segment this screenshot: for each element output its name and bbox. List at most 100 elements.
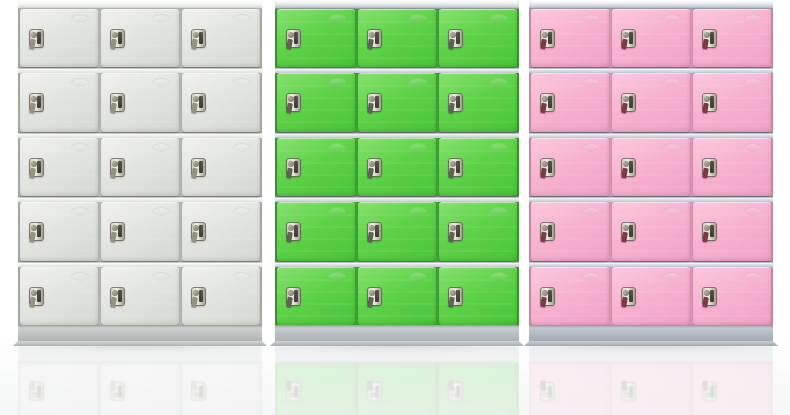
door-row bbox=[20, 137, 260, 197]
key-tag-icon bbox=[448, 103, 455, 114]
locker-door bbox=[693, 137, 771, 197]
key-tag-icon bbox=[367, 38, 374, 50]
vent-oval-icon bbox=[328, 142, 346, 152]
locker-door bbox=[612, 362, 690, 415]
vent-oval-icon bbox=[582, 407, 600, 415]
locker-reflection bbox=[529, 346, 773, 415]
key-tag-icon bbox=[110, 381, 117, 392]
key-lock-icon bbox=[286, 158, 300, 179]
key-lock-icon bbox=[367, 223, 381, 243]
key-tag-icon bbox=[191, 296, 198, 307]
row-rail bbox=[18, 131, 262, 138]
vent-oval-icon bbox=[152, 142, 170, 152]
locker-door bbox=[358, 9, 436, 68]
key-tag-icon bbox=[702, 296, 709, 307]
row-rail bbox=[275, 131, 519, 138]
key-lock-icon bbox=[367, 158, 381, 179]
vent-oval-icon bbox=[490, 407, 508, 415]
row-rail bbox=[275, 260, 519, 267]
locker-door bbox=[531, 362, 609, 415]
key-tag-icon bbox=[702, 103, 709, 114]
locker-door bbox=[693, 362, 771, 415]
vent-oval-icon bbox=[744, 207, 762, 217]
key-tag-icon bbox=[110, 167, 117, 179]
key-tag-icon bbox=[367, 231, 374, 243]
door-grid bbox=[18, 9, 262, 326]
door-row bbox=[20, 73, 260, 132]
key-tag-icon bbox=[621, 381, 628, 392]
key-lock-icon bbox=[540, 223, 554, 243]
cabinet bbox=[275, 1, 519, 342]
key-tag-icon bbox=[191, 381, 198, 392]
key-lock-icon bbox=[29, 223, 43, 243]
row-rail bbox=[275, 196, 519, 203]
key-tag-icon bbox=[29, 167, 36, 179]
key-lock-icon bbox=[29, 381, 43, 401]
vent-oval-icon bbox=[328, 207, 346, 217]
locker-door bbox=[439, 73, 517, 132]
vent-oval-icon bbox=[71, 14, 89, 23]
key-tag-icon bbox=[367, 381, 374, 392]
key-tag-icon bbox=[286, 103, 293, 114]
key-lock-icon bbox=[621, 223, 635, 243]
vent-oval-icon bbox=[328, 78, 346, 88]
door-grid bbox=[18, 362, 262, 415]
key-tag-icon bbox=[29, 103, 36, 114]
vent-oval-icon bbox=[663, 14, 681, 23]
key-lock-icon bbox=[191, 381, 205, 401]
key-tag-icon bbox=[110, 296, 117, 307]
key-lock-icon bbox=[621, 287, 635, 307]
door-row bbox=[531, 362, 771, 415]
vent-oval-icon bbox=[490, 271, 508, 281]
key-lock-icon bbox=[621, 158, 635, 179]
row-rail bbox=[529, 196, 773, 203]
locker-door bbox=[531, 137, 609, 197]
key-tag-icon bbox=[191, 167, 198, 179]
key-lock-icon bbox=[367, 94, 381, 114]
plinth bbox=[529, 346, 773, 363]
vent-oval-icon bbox=[409, 78, 427, 88]
door-row bbox=[277, 266, 517, 326]
locker-door bbox=[358, 137, 436, 197]
key-tag-icon bbox=[448, 231, 455, 243]
vent-oval-icon bbox=[152, 207, 170, 217]
vent-oval-icon bbox=[582, 78, 600, 88]
door-row bbox=[277, 137, 517, 197]
locker-door bbox=[693, 202, 771, 261]
locker-door bbox=[277, 9, 355, 68]
key-lock-icon bbox=[448, 30, 462, 50]
vent-oval-icon bbox=[71, 78, 89, 88]
vent-oval-icon bbox=[409, 207, 427, 217]
vent-oval-icon bbox=[233, 14, 251, 23]
key-tag-icon bbox=[448, 167, 455, 179]
locker-door bbox=[182, 202, 260, 261]
locker-grey bbox=[18, 0, 262, 415]
vent-oval-icon bbox=[152, 271, 170, 281]
vent-oval-icon bbox=[490, 142, 508, 152]
locker-door bbox=[101, 137, 179, 197]
key-tag-icon bbox=[286, 167, 293, 179]
key-lock-icon bbox=[448, 223, 462, 243]
locker-door bbox=[358, 73, 436, 132]
locker-door bbox=[101, 9, 179, 68]
door-grid bbox=[275, 362, 519, 415]
key-lock-icon bbox=[29, 94, 43, 114]
key-lock-icon bbox=[540, 30, 554, 50]
key-tag-icon bbox=[540, 167, 547, 179]
key-tag-icon bbox=[702, 381, 709, 392]
key-tag-icon bbox=[286, 231, 293, 243]
row-rail bbox=[18, 196, 262, 203]
vent-oval-icon bbox=[582, 14, 600, 23]
key-tag-icon bbox=[367, 103, 374, 114]
key-tag-icon bbox=[448, 381, 455, 392]
door-grid bbox=[529, 362, 773, 415]
locker-door bbox=[531, 266, 609, 326]
locker-door bbox=[182, 362, 260, 415]
key-tag-icon bbox=[702, 167, 709, 179]
door-row bbox=[531, 137, 771, 197]
key-tag-icon bbox=[621, 231, 628, 243]
key-lock-icon bbox=[702, 94, 716, 114]
door-row bbox=[531, 202, 771, 261]
key-tag-icon bbox=[621, 38, 628, 50]
key-lock-icon bbox=[448, 287, 462, 307]
